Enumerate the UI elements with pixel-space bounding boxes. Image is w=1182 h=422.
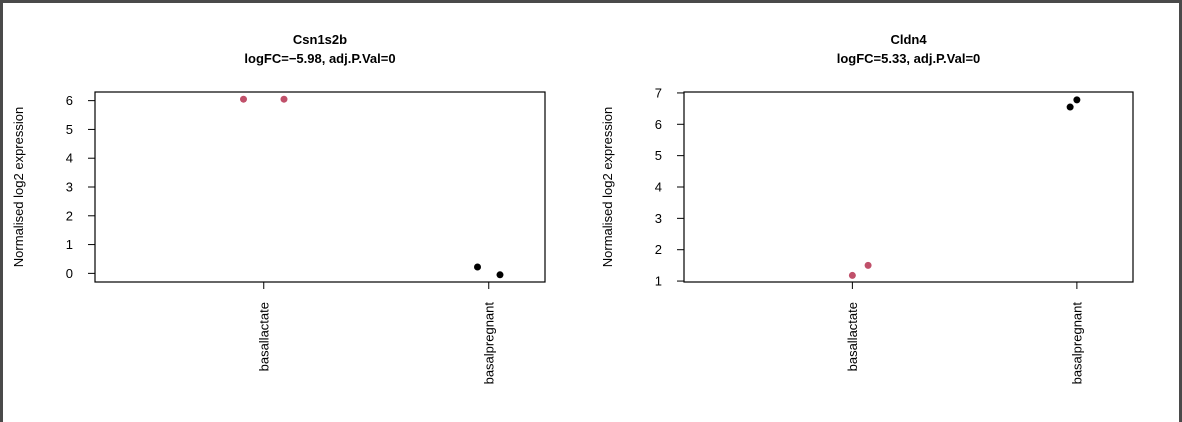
y-tick-label: 4 [66, 151, 73, 166]
data-point-basallactate [240, 95, 247, 103]
y-tick-label: 1 [655, 274, 662, 289]
x-tick-label: basalpregnant [481, 302, 496, 385]
y-tick-label: 5 [655, 148, 662, 163]
y-tick-label: 3 [655, 211, 662, 226]
x-tick-label: basallactate [256, 302, 271, 371]
chart-title: Cldn4 [890, 32, 927, 47]
x-tick-label: basallactate [845, 302, 860, 371]
y-tick-label: 3 [66, 180, 73, 195]
data-point-basalpregnant [1066, 103, 1074, 111]
chart-subtitle: logFC=5.33, adj.P.Val=0 [837, 51, 981, 66]
figure-canvas: Csn1s2b logFC=−5.98, adj.P.Val=0 0 1 2 3 4 5 6 No… [3, 3, 1179, 422]
data-point-basalpregnant [474, 263, 481, 271]
data-point-basallactate [848, 271, 856, 279]
y-tick-label: 4 [655, 180, 662, 195]
data-point-basallactate [864, 261, 872, 269]
y-tick-label: 5 [66, 122, 73, 137]
chart-subtitle: logFC=−5.98, adj.P.Val=0 [244, 51, 395, 66]
chart-title: Csn1s2b [293, 32, 347, 47]
plot-box [683, 91, 1134, 283]
y-tick-label: 2 [66, 208, 73, 223]
plot-box [94, 91, 546, 283]
plots-svg: Csn1s2b logFC=−5.98, adj.P.Val=0 0 1 2 3 4 5 6 No… [11, 32, 1134, 385]
y-axis-label: Normalised log2 expression [600, 107, 615, 267]
y-tick-label: 0 [66, 266, 73, 281]
data-point-basalpregnant [1073, 96, 1081, 104]
data-point-basallactate [280, 95, 288, 103]
data-point-basalpregnant [496, 271, 504, 279]
x-tick-label: basalpregnant [1069, 302, 1084, 385]
y-tick-label: 6 [655, 117, 662, 132]
y-tick-label: 1 [66, 237, 73, 252]
y-tick-label: 7 [655, 85, 662, 100]
y-tick-label: 2 [655, 242, 662, 257]
y-tick-label: 6 [66, 93, 73, 108]
y-axis-label: Normalised log2 expression [11, 107, 26, 267]
